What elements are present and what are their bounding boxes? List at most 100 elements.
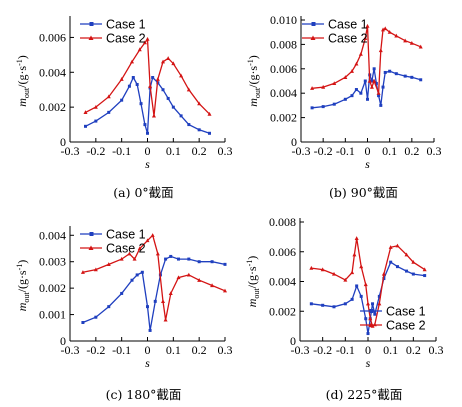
- data-point-case-2: [130, 59, 134, 64]
- data-point-case-2: [137, 246, 142, 251]
- data-point-case-2: [358, 51, 363, 56]
- data-point-case-1: [377, 294, 381, 298]
- data-point-case-2: [151, 113, 156, 118]
- data-point-case-1: [310, 106, 314, 110]
- data-point-case-1: [120, 291, 124, 295]
- data-point-case-2: [394, 33, 399, 38]
- y-tick-label: 0.004: [39, 65, 66, 79]
- data-point-case-1: [151, 76, 155, 80]
- legend-marker-case-2: [88, 35, 94, 40]
- data-point-case-1: [377, 94, 381, 98]
- data-point-case-1: [403, 74, 407, 78]
- data-point-case-1: [355, 284, 359, 288]
- data-point-case-2: [363, 282, 368, 287]
- data-point-case-2: [310, 86, 315, 90]
- data-point-case-2: [119, 77, 124, 81]
- data-point-case-1: [131, 76, 135, 80]
- x-axis-label: s: [366, 356, 371, 370]
- data-point-case-2: [350, 270, 355, 275]
- data-point-case-1: [395, 265, 399, 269]
- y-label-symbol: m: [15, 302, 29, 311]
- data-point-case-2: [106, 262, 111, 266]
- x-tick-label: 0.3: [218, 144, 233, 158]
- data-point-case-1: [359, 91, 363, 95]
- y-tick-label: 0.010: [270, 13, 297, 27]
- data-point-case-1: [197, 260, 201, 264]
- y-tick-label: 0.002: [270, 111, 297, 125]
- data-point-case-2: [343, 277, 348, 282]
- x-axis-label: s: [145, 157, 150, 171]
- data-point-case-2: [332, 271, 336, 276]
- data-point-case-2: [332, 81, 337, 86]
- data-point-case-1: [419, 78, 423, 82]
- data-point-case-1: [94, 315, 98, 319]
- data-point-case-1: [364, 317, 368, 321]
- legend-label-case-2: Case 2: [328, 32, 368, 46]
- y-tick-label: 0.002: [269, 304, 296, 318]
- data-point-case-1: [166, 96, 170, 100]
- data-point-case-2: [166, 56, 171, 60]
- y-label-close: ): [15, 55, 29, 59]
- x-tick-label: 0.2: [404, 144, 419, 158]
- x-tick-label: 0.1: [166, 144, 181, 158]
- y-label-close: ): [15, 260, 29, 264]
- y-tick-label: 0: [60, 135, 66, 149]
- data-point-case-2: [363, 36, 368, 40]
- data-point-case-1: [143, 123, 147, 127]
- y-label-subscript: out: [22, 87, 31, 98]
- panel-caption: (a) 0°截面: [113, 185, 173, 200]
- data-point-case-2: [176, 275, 181, 280]
- data-point-case-1: [177, 257, 180, 261]
- y-label-exponent: -1: [15, 59, 24, 66]
- y-label-subscript: out: [252, 288, 261, 299]
- data-point-case-2: [387, 30, 392, 34]
- data-point-case-1: [153, 299, 157, 303]
- data-point-case-2: [145, 238, 150, 243]
- data-point-case-2: [354, 61, 359, 66]
- data-point-case-1: [332, 305, 336, 309]
- data-point-case-2: [93, 104, 98, 109]
- x-tick-label: 0.1: [382, 144, 397, 158]
- x-tick-label: 0.1: [383, 343, 398, 357]
- data-point-case-2: [106, 94, 111, 99]
- data-point-case-2: [148, 84, 153, 88]
- legend-label-case-1: Case 1: [328, 18, 368, 32]
- x-tick-label: 0.1: [166, 343, 181, 357]
- data-point-case-1: [370, 79, 374, 83]
- y-tick-label: 0.002: [39, 281, 66, 295]
- panel-caption: (b) 90°截面: [329, 185, 398, 200]
- y-label-exponent: -1: [245, 260, 254, 267]
- data-point-case-1: [309, 302, 313, 306]
- data-point-case-1: [423, 274, 427, 278]
- data-point-case-2: [367, 78, 372, 83]
- legend-label-case-1: Case 1: [106, 18, 146, 32]
- data-point-case-1: [164, 257, 168, 261]
- data-point-case-2: [411, 259, 416, 264]
- legend-marker-case-2: [88, 245, 94, 250]
- data-point-case-1: [350, 297, 354, 301]
- data-point-case-2: [145, 36, 150, 41]
- y-label-subscript: out: [253, 87, 262, 98]
- y-label-unit: /(g·s: [245, 266, 259, 288]
- y-tick-label: 0.006: [39, 30, 66, 44]
- data-point-case-2: [186, 87, 191, 92]
- y-axis-label: mout/(g·s-1): [246, 55, 262, 107]
- legend-marker-case-2: [368, 322, 374, 327]
- y-tick-label: 0: [290, 334, 296, 348]
- x-tick-label: 0.2: [192, 343, 207, 357]
- y-tick-label: 0.008: [270, 37, 297, 51]
- data-point-case-1: [127, 84, 131, 88]
- y-tick-label: 0: [291, 135, 297, 149]
- y-label-symbol: m: [246, 98, 260, 107]
- data-point-case-1: [374, 81, 378, 85]
- y-axis-label: mout/(g·s-1): [245, 256, 261, 308]
- x-tick-label: -0.3: [61, 343, 80, 357]
- data-point-case-1: [148, 328, 152, 332]
- y-tick-label: 0: [60, 334, 66, 348]
- chart-panel-3: -0.3 -0.2 -0.1 0 0.1 0.2 0.3 0 0.001 0.002 0.003 0.…: [15, 226, 233, 402]
- x-tick-label: 0: [365, 343, 371, 357]
- data-point-case-1: [187, 257, 191, 261]
- x-tick-label: 0.3: [218, 343, 233, 357]
- legend-marker-case-1: [311, 22, 316, 26]
- y-label-subscript: out: [22, 292, 31, 303]
